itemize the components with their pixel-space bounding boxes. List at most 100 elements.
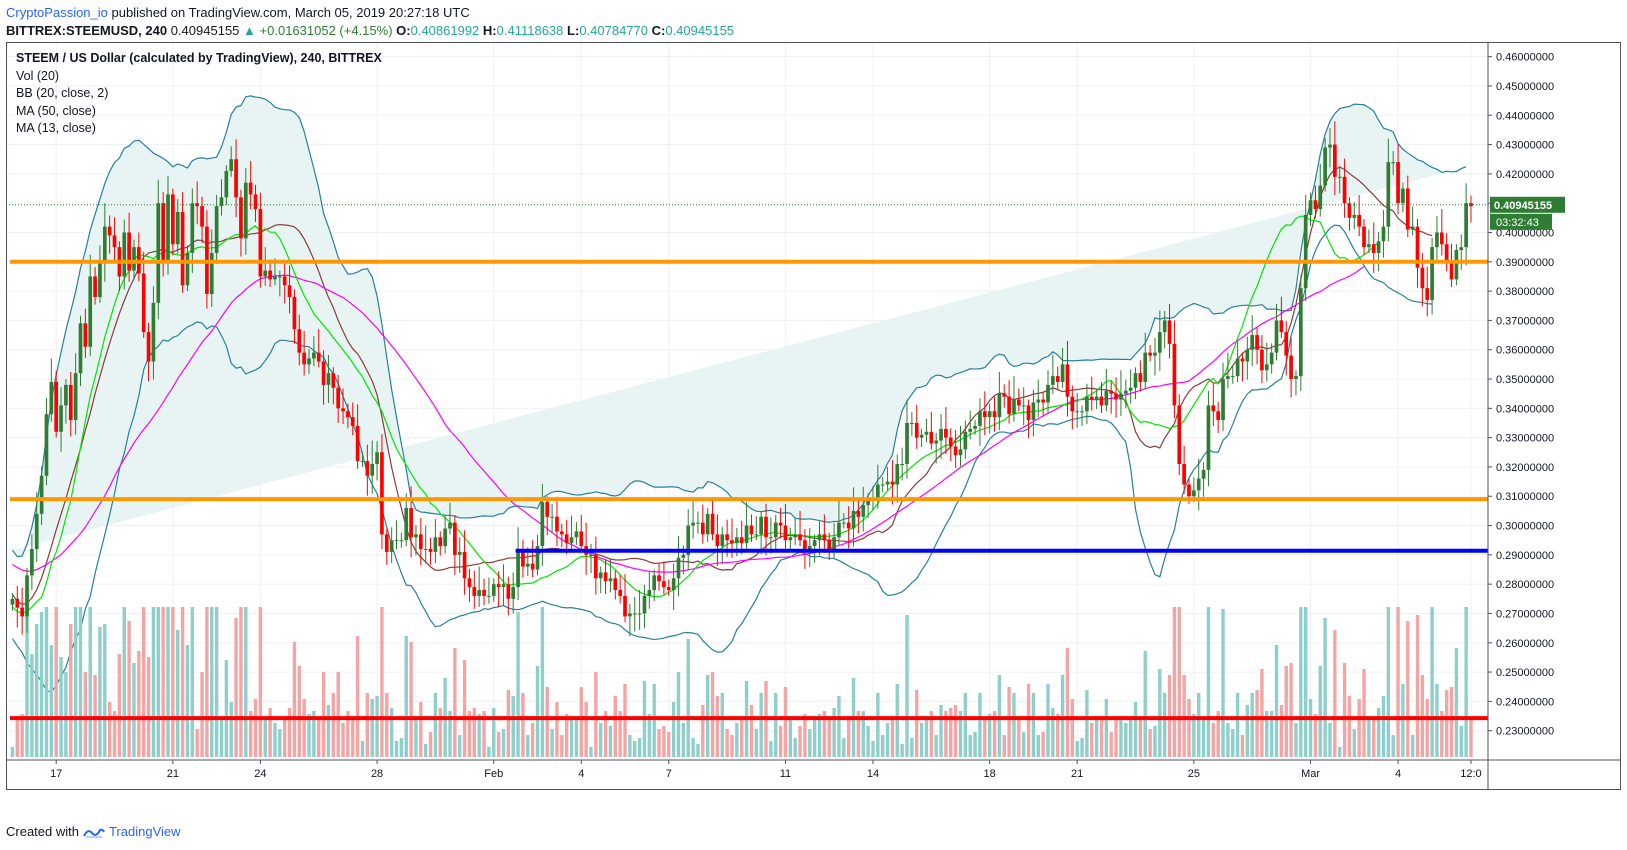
volume-bar xyxy=(492,708,496,757)
time-axis-label: 21 xyxy=(1071,768,1083,780)
volume-bar xyxy=(1133,702,1138,757)
candle-body xyxy=(681,554,686,558)
candle-body xyxy=(248,182,253,195)
candle-body xyxy=(632,613,637,615)
volume-bar xyxy=(433,693,438,757)
chart-area[interactable]: 0.46000000 0.45000000 0.44000000 0.43000000… xyxy=(6,42,1621,790)
volume-bar xyxy=(107,702,112,757)
candle-body xyxy=(628,613,632,617)
volume-bar xyxy=(200,672,204,757)
candle-body xyxy=(516,548,520,588)
volume-bar xyxy=(1221,609,1225,757)
candle-body xyxy=(647,590,652,596)
volume-bar xyxy=(1357,699,1361,757)
volume-bar xyxy=(394,741,399,757)
candle-body xyxy=(394,540,399,542)
candle-body xyxy=(1182,464,1186,485)
candle-body xyxy=(555,516,559,532)
volume-bar xyxy=(1235,693,1240,757)
volume-bar xyxy=(64,672,68,757)
candle-body xyxy=(1138,373,1143,382)
candle-body xyxy=(1420,267,1425,289)
indicator-ma50[interactable]: MA (50, close) xyxy=(16,103,96,118)
volume-bar xyxy=(78,607,83,757)
candle-body xyxy=(127,232,131,271)
candle-body xyxy=(968,428,973,432)
volume-bar xyxy=(1279,705,1284,757)
volume-bar xyxy=(798,726,802,757)
volume-bar xyxy=(958,711,963,757)
countdown-tag xyxy=(1490,213,1552,230)
candle-body xyxy=(1264,364,1269,371)
candle-body xyxy=(1002,393,1007,397)
candle-body xyxy=(102,226,107,262)
candle-body xyxy=(1051,376,1055,385)
volume-bar xyxy=(511,696,515,757)
candle-body xyxy=(1172,343,1177,406)
indicator-ma13[interactable]: MA (13, close) xyxy=(16,121,96,135)
volume-bar xyxy=(1464,607,1468,757)
symbol-label: BITTREX:STEEMUSD, 240 xyxy=(6,23,168,38)
volume-bar xyxy=(1182,675,1186,757)
publisher-link[interactable]: CryptoPassion_io xyxy=(6,5,108,20)
candle-body xyxy=(958,449,963,456)
volume-bar xyxy=(890,720,895,757)
candle-body xyxy=(754,534,759,536)
candle-body xyxy=(297,329,302,353)
volume-bar xyxy=(73,607,78,757)
volume-bar xyxy=(1041,732,1045,757)
volume-bar xyxy=(1017,717,1021,757)
candle-body xyxy=(730,540,734,544)
candle-body xyxy=(841,522,846,524)
candle-body xyxy=(457,551,462,555)
ohlc-legend: BITTREX:STEEMUSD, 240 0.40945155 ▲ +0.01… xyxy=(6,22,734,40)
volume-bar xyxy=(103,624,107,757)
instrument-title: STEEM / US Dollar (calculated by Trading… xyxy=(16,51,382,65)
volume-bar xyxy=(185,645,190,757)
candle-body xyxy=(778,522,783,526)
volume-bar xyxy=(30,654,34,757)
price-chart[interactable]: 0.46000000 0.45000000 0.44000000 0.43000000… xyxy=(6,42,1621,790)
volume-bar xyxy=(1435,684,1439,757)
volume-bar xyxy=(292,642,297,757)
volume-bar xyxy=(676,672,681,757)
candle-body xyxy=(1109,390,1114,394)
volume-bar xyxy=(1167,675,1172,757)
candle-body xyxy=(501,584,506,588)
volume-bar xyxy=(555,702,559,757)
volume-bar xyxy=(793,738,797,757)
ma50-line xyxy=(12,265,1365,573)
volume-bar xyxy=(1333,630,1337,757)
candle-body xyxy=(107,226,112,236)
volume-bar xyxy=(759,693,763,757)
volume-bar xyxy=(239,607,243,757)
tradingview-brand[interactable]: TradingView xyxy=(108,824,181,839)
volume-bar xyxy=(769,741,773,757)
candle-body xyxy=(1153,352,1157,356)
candle-body xyxy=(214,206,219,254)
volume-bar xyxy=(667,732,671,757)
candle-body xyxy=(953,446,958,456)
candle-body xyxy=(1318,185,1323,210)
volume-bar xyxy=(540,607,545,757)
candle-body xyxy=(453,522,457,555)
candle-body xyxy=(1187,484,1191,497)
volume-bar xyxy=(812,717,817,757)
candle-body xyxy=(875,484,880,500)
indicator-vol[interactable]: Vol (20) xyxy=(16,68,60,83)
time-axis-label: 21 xyxy=(167,768,179,780)
volume-bar xyxy=(1056,714,1060,757)
volume-bar xyxy=(156,607,160,757)
volume-bar xyxy=(997,675,1002,757)
volume-bar xyxy=(710,672,715,757)
volume-bar xyxy=(1255,690,1259,757)
candle-body xyxy=(1080,411,1084,413)
candle-body xyxy=(1357,214,1362,227)
volume-bar xyxy=(657,729,661,757)
candle-body xyxy=(569,537,574,544)
candle-body xyxy=(1226,376,1230,380)
candle-body xyxy=(1464,203,1468,248)
indicator-bb[interactable]: BB (20, close, 2) xyxy=(16,86,109,100)
volume-bar xyxy=(49,645,54,757)
candle-body xyxy=(550,516,554,518)
